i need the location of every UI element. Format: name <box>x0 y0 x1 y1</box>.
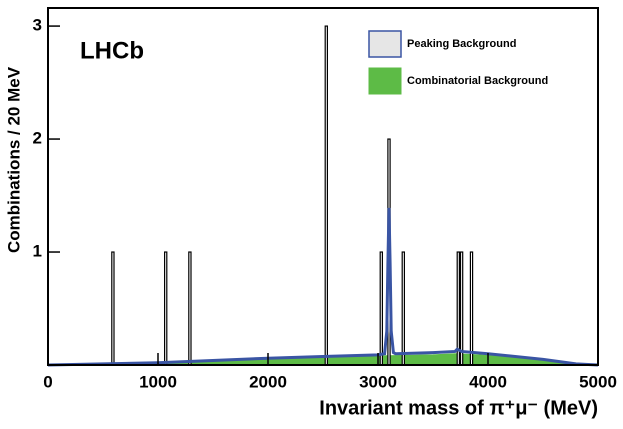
annotation: LHCb <box>80 37 144 64</box>
x-tick-label: 0 <box>43 372 52 391</box>
legend-label: Combinatorial Background <box>407 75 548 87</box>
x-tick-label: 2000 <box>249 372 287 391</box>
x-tick-label: 4000 <box>469 372 507 391</box>
y-tick-label: 1 <box>33 242 42 261</box>
bar <box>379 251 384 366</box>
x-tick-label: 5000 <box>579 372 617 391</box>
bar <box>469 251 474 366</box>
bar <box>164 251 168 366</box>
plot-frame <box>47 7 599 366</box>
y-axis-label: Combinations / 20 MeV <box>4 66 23 253</box>
legend-swatch <box>368 67 402 95</box>
bar <box>324 25 329 366</box>
y-tick-label: 3 <box>33 16 42 35</box>
y-tick-label: 2 <box>33 129 42 148</box>
line <box>47 207 599 367</box>
x-tick-label: 3000 <box>359 372 397 391</box>
legend-label: Peaking Background <box>407 38 516 50</box>
bar <box>111 251 115 366</box>
x-tick-label: 1000 <box>139 372 177 391</box>
bar <box>188 251 192 366</box>
bar <box>401 251 406 366</box>
legend-swatch <box>368 30 402 58</box>
bar <box>459 251 464 366</box>
x-axis-label: Invariant mass of π⁺μ⁻ (MeV) <box>319 397 598 419</box>
